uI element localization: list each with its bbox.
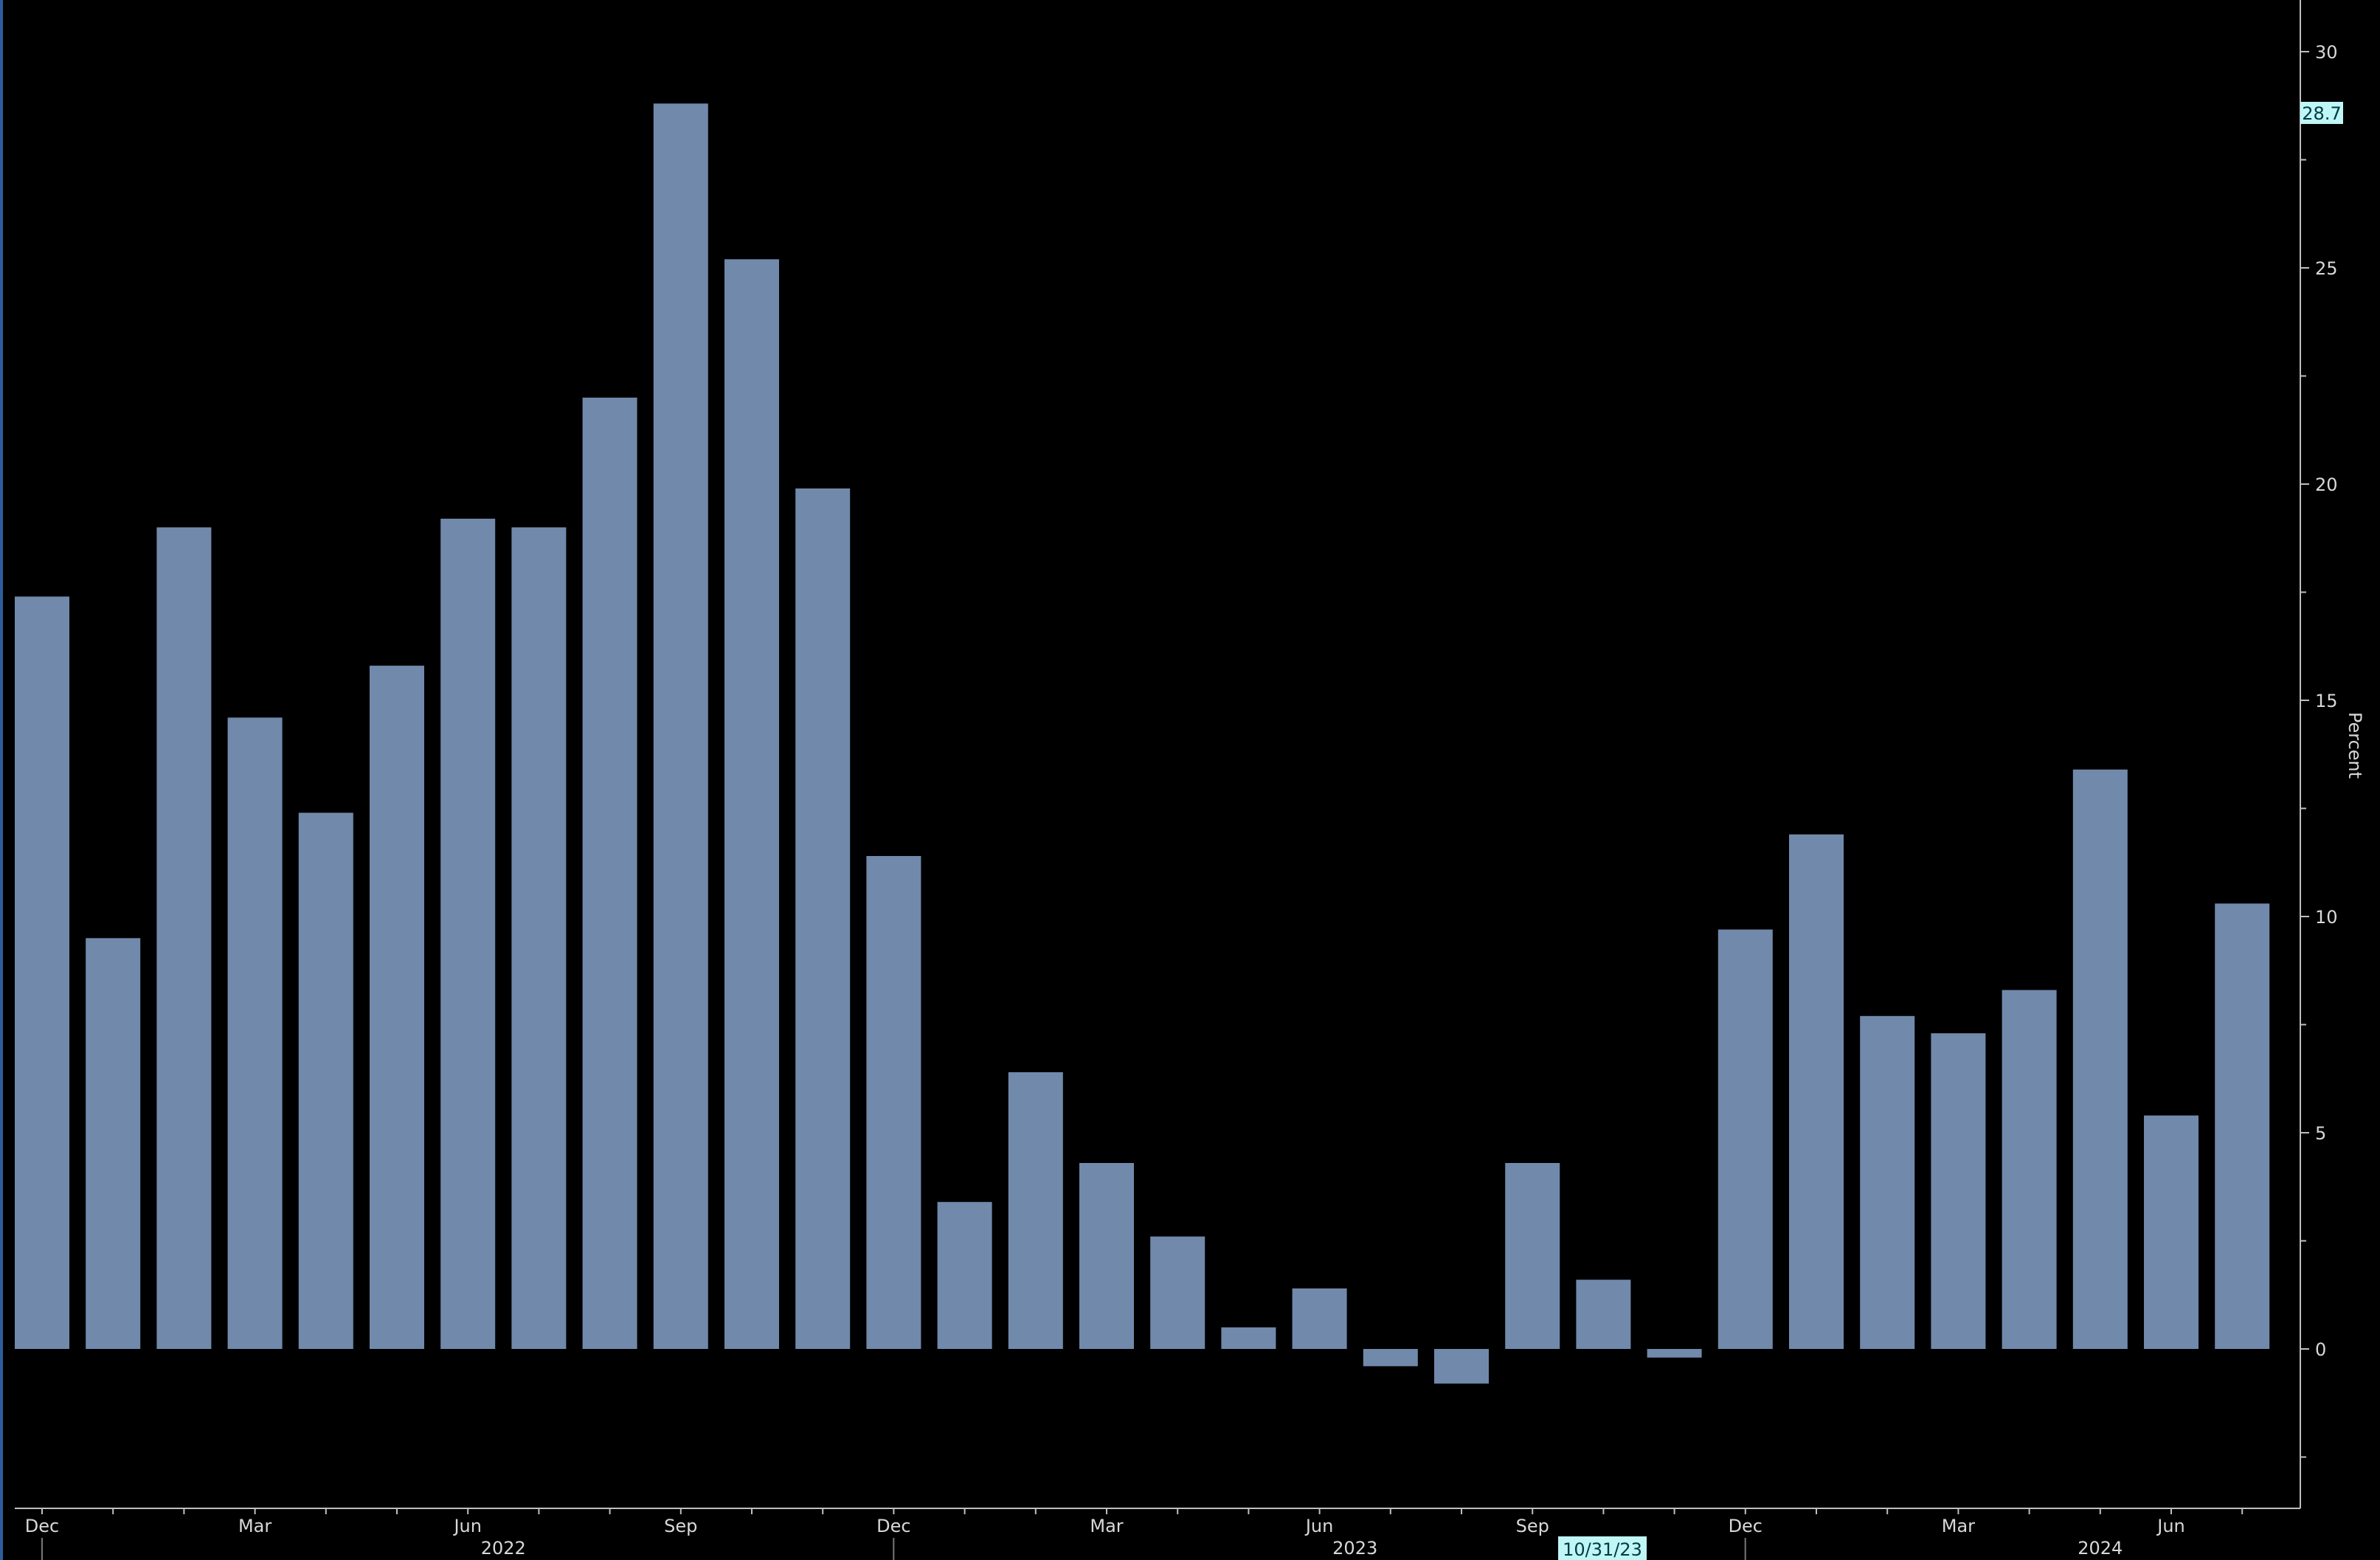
x-month-label: Dec [25,1516,59,1536]
bar [2215,903,2270,1349]
last-value-tag: 28.7 [2300,102,2343,124]
bar [1860,1015,1915,1349]
bar [1434,1349,1489,1384]
bar [2072,769,2128,1349]
x-month-label: Jun [2156,1516,2185,1536]
x-month-label: Mar [1942,1516,1975,1536]
x-month-label: Jun [452,1516,482,1536]
x-year-label: 2024 [2078,1538,2123,1559]
y-tick-label: 20 [2315,474,2338,495]
bar [582,397,637,1349]
bar [1292,1288,1347,1349]
x-month-label: Mar [1090,1516,1123,1536]
bar [1717,929,1773,1349]
bar [156,527,212,1349]
bar [1363,1349,1418,1367]
bar [937,1201,992,1349]
bar [440,518,496,1349]
x-month-label: Mar [238,1516,271,1536]
bar [1576,1280,1631,1349]
y-tick-label: 0 [2315,1339,2326,1360]
y-axis-label: Percent [2345,712,2365,779]
bar [1931,1033,1986,1349]
x-month-label: Dec [1729,1516,1762,1536]
bar [724,259,779,1349]
bar [1505,1163,1560,1349]
x-month-label: Dec [876,1516,910,1536]
bar [1150,1236,1205,1349]
y-tick-label: 15 [2315,691,2338,711]
bar [227,717,283,1349]
x-month-label: Jun [1304,1516,1334,1536]
bar [795,488,851,1349]
bar [1079,1163,1134,1349]
bar [653,103,708,1349]
bar [2144,1115,2199,1349]
bar [86,938,141,1349]
bar [15,596,69,1349]
cursor-date-tag: 10/31/23 [1558,1536,1647,1560]
bar [298,812,353,1349]
x-month-label: Sep [1516,1516,1549,1536]
y-axis-ticks: 0 5 10 15 20 25 30 [2300,42,2338,1458]
bar [866,856,921,1349]
last-value-tag-text: 28.7 [2302,103,2341,124]
bar [1789,834,1844,1349]
y-tick-label: 5 [2315,1123,2326,1144]
y-tick-label: 10 [2315,907,2338,928]
bar [2002,990,2057,1349]
x-month-label: Sep [664,1516,697,1536]
bar [370,666,424,1349]
y-tick-label: 30 [2315,42,2338,63]
cursor-date-tag-text: 10/31/23 [1563,1539,1642,1560]
bar-series [15,103,2270,1384]
y-tick-label: 25 [2315,258,2338,279]
bar [1221,1327,1276,1349]
x-year-label: 2023 [1332,1538,1377,1559]
bar [1647,1349,1702,1358]
left-panel-border [0,0,3,1560]
bar [1008,1072,1063,1349]
x-year-label: 2022 [481,1538,526,1559]
bar [511,527,567,1349]
